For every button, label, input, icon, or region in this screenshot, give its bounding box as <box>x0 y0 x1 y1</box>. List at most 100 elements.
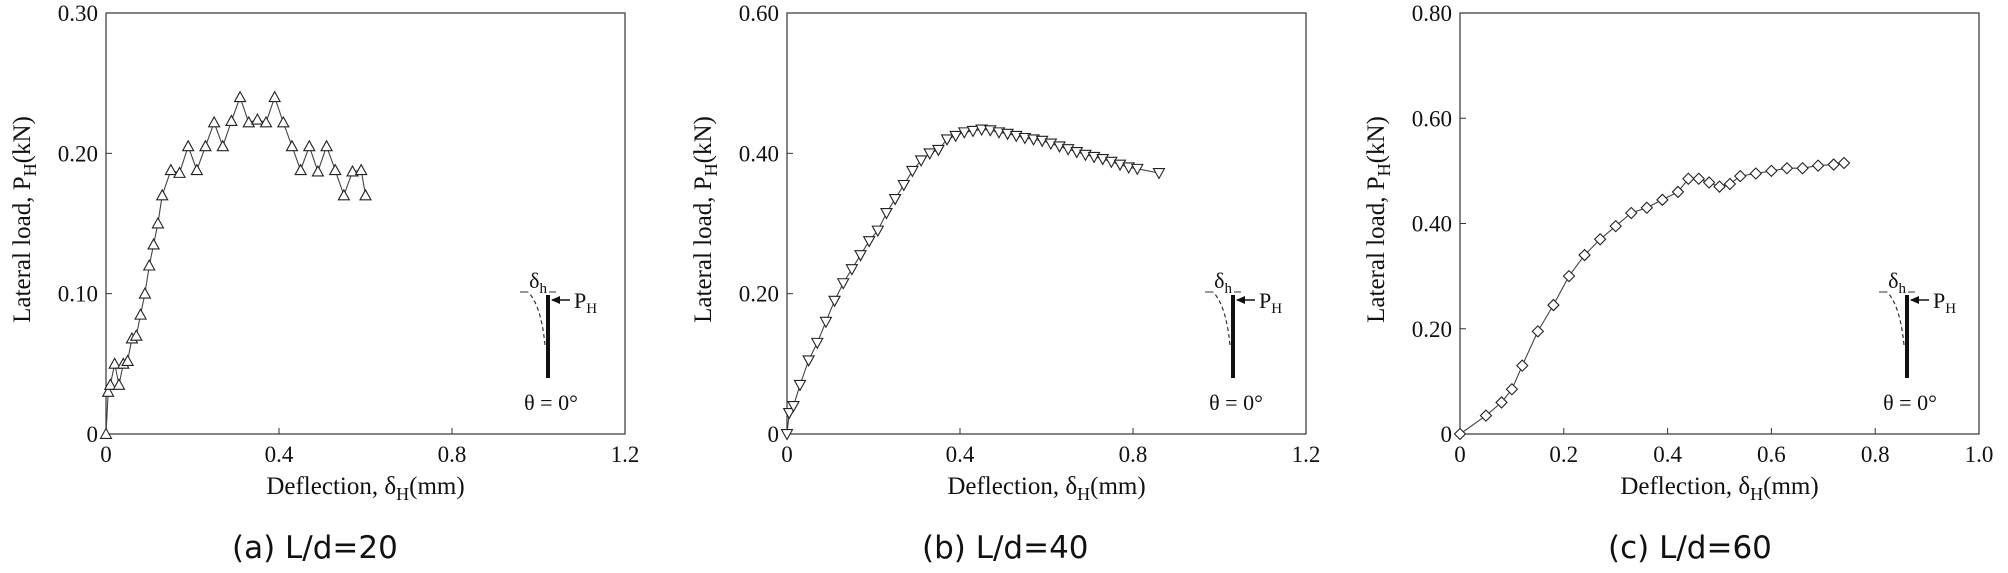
inset-diagram-a: δh PH θ = 0° <box>520 268 597 415</box>
data-point-a-33 <box>320 139 334 152</box>
data-point-c-24 <box>1796 161 1809 175</box>
data-point-a-26 <box>259 115 273 128</box>
y-tick-label-a-0: 0 <box>87 422 99 447</box>
data-point-b-0 <box>780 429 794 441</box>
data-point-c-6 <box>1547 298 1560 312</box>
data-point-b-19 <box>931 144 945 157</box>
x-tick-label-c-1: 0.2 <box>1549 442 1578 467</box>
data-point-a-11 <box>142 258 156 271</box>
y-tick-label-b-1: 0.20 <box>739 282 779 307</box>
y-axis-title-b: Lateral load, PH(kN) <box>690 116 721 323</box>
data-point-a-31 <box>302 139 316 152</box>
data-point-b-24 <box>975 124 989 137</box>
data-point-c-27 <box>1837 156 1851 170</box>
inset-angle-label-b: θ = 0° <box>1209 390 1263 415</box>
x-tick-label-a-3: 1.2 <box>611 442 640 467</box>
x-tick-label-a-2: 0.8 <box>438 442 467 467</box>
data-point-a-37 <box>354 163 368 176</box>
plot-frame-c <box>1459 12 1980 435</box>
inset-diagram-b: δh PH θ = 0° <box>1205 268 1282 415</box>
data-point-b-9 <box>845 264 859 276</box>
data-point-c-7 <box>1562 269 1576 283</box>
inset-delta-label-b: δh <box>1214 268 1232 297</box>
inset-diagram-c: δh PH θ = 0° <box>1879 268 1956 415</box>
data-point-a-38 <box>359 188 372 201</box>
y-axis-title-a: Lateral load, PH(kN) <box>9 116 40 323</box>
x-tick-label-a-1: 0.4 <box>265 442 294 467</box>
data-point-c-11 <box>1624 206 1638 220</box>
x-tick-label-c-0: 0 <box>1454 442 1466 467</box>
data-point-b-43 <box>1152 168 1166 180</box>
data-point-c-20 <box>1733 169 1747 183</box>
x-tick-label-a-0: 0 <box>100 442 112 467</box>
x-tick-label-b-3: 1.2 <box>1292 442 1321 467</box>
y-tick-label-a-1: 0.10 <box>58 282 98 307</box>
data-point-b-8 <box>836 278 850 290</box>
data-point-b-4 <box>802 355 816 367</box>
y-tick-label-b-0: 0 <box>768 422 780 447</box>
data-point-b-23 <box>966 125 980 138</box>
data-point-c-22 <box>1765 164 1778 178</box>
chart-panel-b: 0 0.4 0.8 1.2 0 0.20 0.40 0.60 Deflection, δH(mm… <box>690 1 1320 504</box>
data-point-c-2 <box>1495 396 1508 409</box>
data-point-b-15 <box>897 179 911 192</box>
data-point-b-13 <box>880 208 893 220</box>
data-point-b-6 <box>819 316 833 329</box>
force-arrowhead-a <box>551 296 560 304</box>
data-point-b-14 <box>888 193 902 206</box>
data-point-a-28 <box>276 115 290 128</box>
data-point-a-4 <box>112 378 126 390</box>
data-point-b-41 <box>1122 162 1136 174</box>
data-point-a-34 <box>328 163 342 176</box>
data-point-a-15 <box>164 163 178 176</box>
deflected-shape-b <box>1212 291 1231 346</box>
y-tick-label-c-0: 0 <box>1441 422 1453 447</box>
data-point-a-19 <box>199 139 212 152</box>
data-point-a-6 <box>121 354 135 366</box>
inset-force-label-a: PH <box>574 288 597 317</box>
data-point-b-5 <box>810 337 824 350</box>
data-point-c-1 <box>1479 409 1493 422</box>
data-point-b-3 <box>793 379 807 392</box>
data-point-c-15 <box>1682 172 1695 186</box>
data-point-c-9 <box>1593 233 1607 246</box>
data-point-b-20 <box>940 134 954 146</box>
data-point-b-12 <box>871 225 885 238</box>
deflected-shape-c <box>1886 291 1905 346</box>
x-tick-label-b-2: 0.8 <box>1119 442 1148 467</box>
data-point-a-9 <box>134 308 148 320</box>
force-arrowhead-c <box>1910 296 1919 304</box>
data-point-c-25 <box>1811 159 1825 172</box>
y-tick-label-b-2: 0.40 <box>739 141 779 166</box>
x-tick-label-c-3: 0.6 <box>1757 442 1786 467</box>
data-point-c-12 <box>1640 201 1654 214</box>
chart-panel-a: 0 0.4 0.8 1.2 0 0.10 0.20 0.30 Deflection, δH(mm… <box>9 1 639 504</box>
data-point-a-0 <box>99 427 113 439</box>
x-tick-label-c-5: 1.0 <box>1965 442 1994 467</box>
x-tick-label-b-1: 0.4 <box>946 442 975 467</box>
y-axis-title-c: Lateral load, PH(kN) <box>1363 116 1394 323</box>
data-point-a-32 <box>311 164 325 177</box>
data-point-c-19 <box>1723 177 1737 191</box>
data-point-a-35 <box>337 188 351 201</box>
data-point-a-14 <box>155 188 169 201</box>
data-point-a-36 <box>346 164 359 177</box>
caption-c: (c) L/d=60 <box>1608 530 1772 566</box>
x-axis-title-a: Deflection, δH(mm) <box>266 473 464 504</box>
data-point-c-8 <box>1578 248 1591 262</box>
data-point-a-12 <box>147 237 161 250</box>
data-point-a-20 <box>207 115 221 128</box>
deflected-shape-a <box>527 291 546 346</box>
x-tick-label-c-2: 0.4 <box>1653 442 1682 467</box>
data-point-a-30 <box>294 163 308 176</box>
data-point-c-5 <box>1531 325 1545 338</box>
y-tick-label-b-3: 0.60 <box>739 1 779 26</box>
data-point-c-17 <box>1702 176 1716 189</box>
y-tick-label-a-2: 0.20 <box>58 141 98 166</box>
x-axis-title-b: Deflection, δH(mm) <box>947 473 1145 504</box>
data-point-a-13 <box>151 216 165 229</box>
y-tick-label-c-2: 0.40 <box>1412 212 1452 237</box>
inset-force-label-c: PH <box>1933 288 1956 317</box>
data-point-a-18 <box>190 163 204 176</box>
